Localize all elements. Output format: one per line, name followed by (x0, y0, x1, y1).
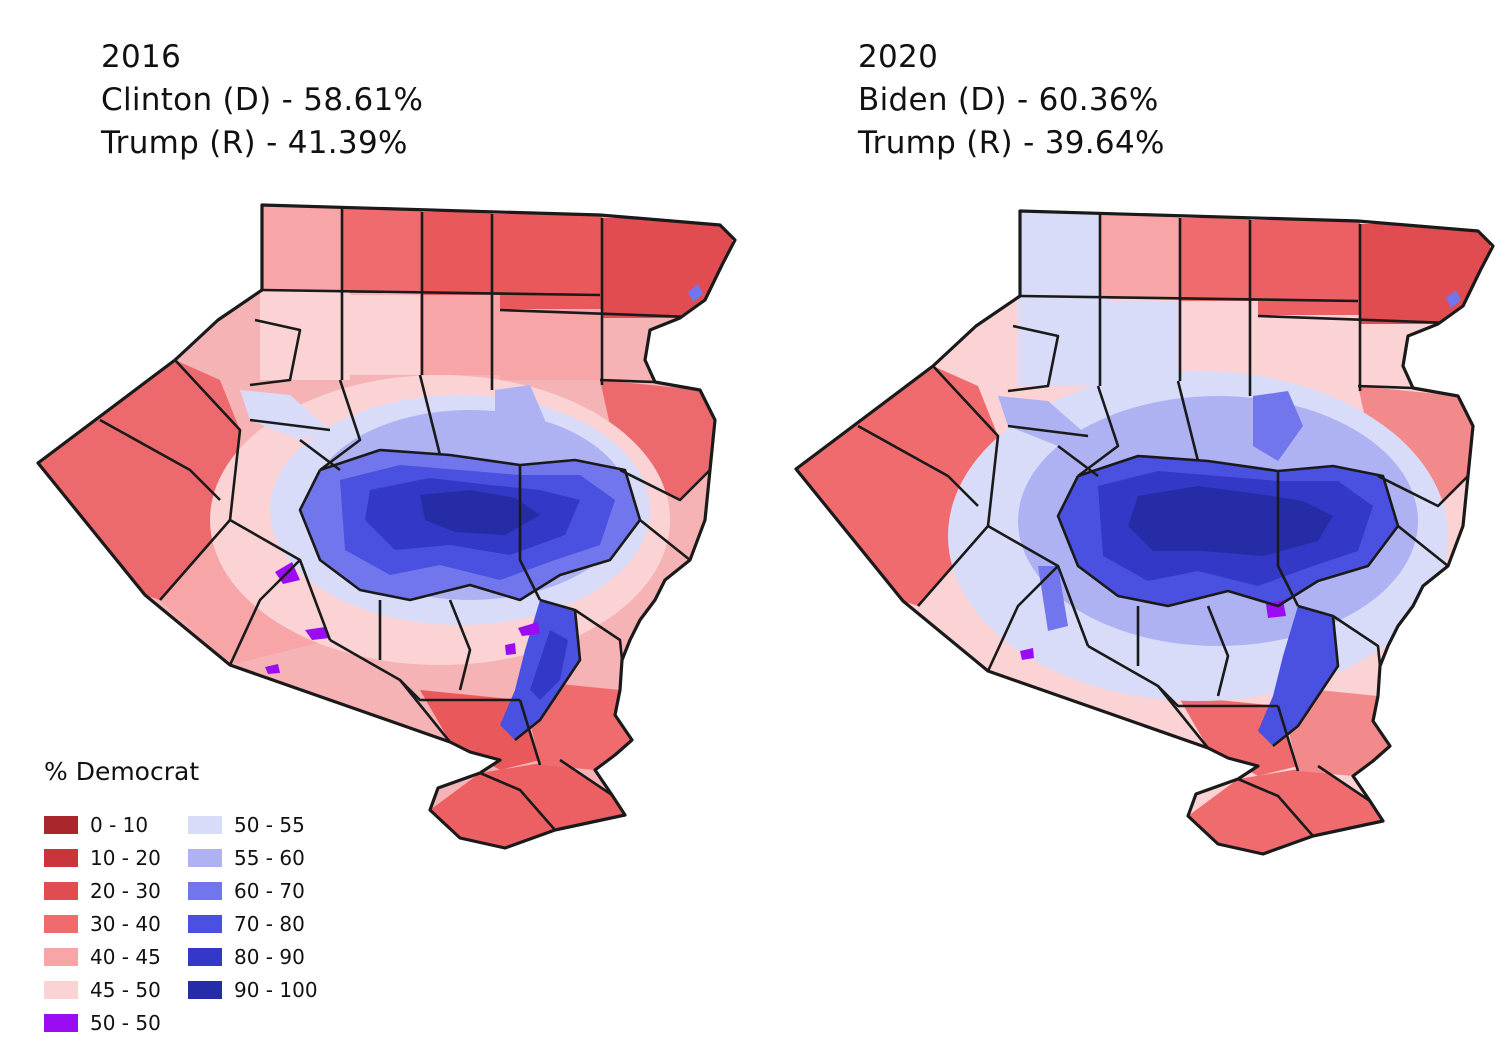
title-2016: 2016 Clinton (D) - 58.61% Trump (R) - 41… (101, 36, 423, 165)
legend-label: 55 - 60 (234, 845, 305, 870)
legend-item: 50 - 50 (44, 1006, 161, 1039)
legend-swatch (188, 914, 222, 933)
legend-swatch (44, 815, 78, 834)
republican-result-2016: Trump (R) - 41.39% (101, 125, 408, 161)
legend-label: 70 - 80 (234, 911, 305, 936)
legend-swatch (44, 881, 78, 900)
legend-item: 70 - 80 (188, 907, 318, 940)
legend-label: 20 - 30 (90, 878, 161, 903)
legend-swatch (44, 914, 78, 933)
legend-label: 50 - 55 (234, 812, 305, 837)
title-2020: 2020 Biden (D) - 60.36% Trump (R) - 39.6… (858, 36, 1165, 165)
legend-item: 20 - 30 (44, 874, 161, 907)
legend-label: 60 - 70 (234, 878, 305, 903)
legend-column-left: 0 - 10 10 - 20 20 - 30 30 - 40 40 - 45 4… (44, 808, 161, 1039)
legend-swatch (188, 980, 222, 999)
legend-item: 10 - 20 (44, 841, 161, 874)
legend-swatch (44, 980, 78, 999)
legend-item: 45 - 50 (44, 973, 161, 1006)
year-2020: 2020 (858, 39, 939, 75)
legend-swatch (188, 947, 222, 966)
republican-result-2020: Trump (R) - 39.64% (858, 125, 1165, 161)
democrat-result-2016: Clinton (D) - 58.61% (101, 82, 424, 118)
legend-swatch (188, 848, 222, 867)
legend-item: 55 - 60 (188, 841, 318, 874)
legend-swatch (44, 947, 78, 966)
legend-item: 0 - 10 (44, 808, 161, 841)
legend-swatch (44, 1013, 78, 1032)
legend-title: % Democrat (44, 757, 200, 786)
map-2020 (794, 209, 1495, 856)
legend-swatch (188, 881, 222, 900)
legend-item: 90 - 100 (188, 973, 318, 1006)
legend-item: 30 - 40 (44, 907, 161, 940)
legend-item: 50 - 55 (188, 808, 318, 841)
legend-swatch (44, 848, 78, 867)
democrat-result-2020: Biden (D) - 60.36% (858, 82, 1159, 118)
legend-label: 30 - 40 (90, 911, 161, 936)
legend: % Democrat 0 - 10 10 - 20 20 - 30 30 - 4… (44, 757, 374, 1047)
legend-label: 50 - 50 (90, 1010, 161, 1035)
legend-swatch (188, 815, 222, 834)
legend-item: 60 - 70 (188, 874, 318, 907)
legend-label: 45 - 50 (90, 977, 161, 1002)
legend-label: 80 - 90 (234, 944, 305, 969)
legend-label: 10 - 20 (90, 845, 161, 870)
legend-column-right: 50 - 55 55 - 60 60 - 70 70 - 80 80 - 90 … (188, 808, 318, 1006)
legend-item: 40 - 45 (44, 940, 161, 973)
legend-label: 90 - 100 (234, 977, 318, 1002)
legend-label: 0 - 10 (90, 812, 149, 837)
year-2016: 2016 (101, 39, 182, 75)
legend-item: 80 - 90 (188, 940, 318, 973)
legend-label: 40 - 45 (90, 944, 161, 969)
